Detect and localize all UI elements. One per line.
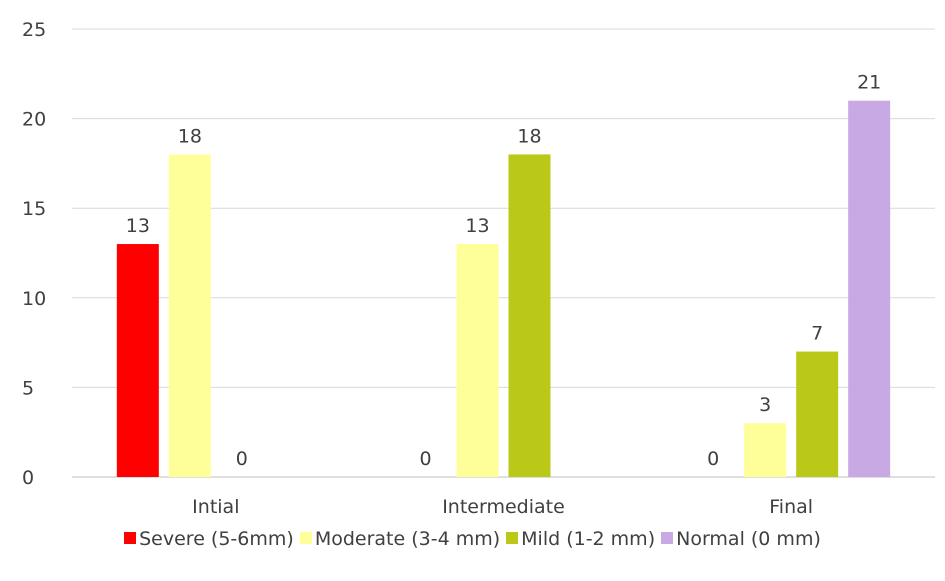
- bar: [508, 154, 551, 477]
- legend-swatch: [661, 532, 674, 544]
- data-label: 13: [465, 215, 489, 237]
- y-axis-ticks: 0 5 10 15 20 25: [22, 19, 46, 489]
- bar: [744, 423, 787, 477]
- legend: Severe (5-6mm) Moderate (3-4 mm) Mild (1-2…: [0, 528, 945, 550]
- legend-swatch: [124, 532, 137, 544]
- legend-label: Mild (1-2 mm): [521, 528, 656, 550]
- bar: [848, 100, 891, 478]
- legend-label: Moderate (3-4 mm): [314, 528, 501, 550]
- bar: [116, 244, 159, 477]
- data-label: 7: [811, 323, 823, 345]
- data-label: 18: [178, 125, 202, 147]
- data-label: 0: [236, 448, 248, 470]
- data-label: 0: [707, 448, 719, 470]
- bars: [116, 100, 891, 478]
- legend-swatch: [506, 532, 519, 544]
- x-tick-label: Intermediate: [442, 496, 565, 518]
- y-tick-label: 15: [22, 198, 46, 220]
- data-label: 3: [759, 394, 771, 416]
- y-tick-label: 20: [22, 109, 46, 131]
- bar: [456, 244, 499, 477]
- legend-swatch: [299, 532, 312, 544]
- x-tick-label: Intial: [192, 496, 239, 518]
- data-label: 0: [419, 448, 431, 470]
- legend-item: Mild (1-2 mm): [506, 528, 655, 550]
- legend-item: Moderate (3-4 mm): [299, 528, 501, 550]
- data-labels: 13 18 0 0 13 18 0 3 7 21: [126, 72, 882, 470]
- y-tick-label: 10: [22, 288, 46, 310]
- legend-label: Normal (0 mm): [676, 528, 821, 550]
- bar: [168, 154, 211, 477]
- legend-item: Severe (5-6mm): [124, 528, 294, 550]
- data-label: 18: [517, 125, 541, 147]
- x-axis-ticks: Intial Intermediate Final: [192, 496, 813, 518]
- y-tick-label: 0: [22, 467, 34, 489]
- legend-item: Normal (0 mm): [661, 528, 821, 550]
- data-label: 13: [126, 215, 150, 237]
- y-tick-label: 5: [22, 377, 34, 399]
- data-label: 21: [857, 72, 881, 94]
- legend-label: Severe (5-6mm): [139, 528, 294, 550]
- gridlines: [72, 28, 935, 478]
- x-tick-label: Final: [769, 496, 813, 518]
- bar: [796, 351, 839, 477]
- y-tick-label: 25: [22, 19, 46, 41]
